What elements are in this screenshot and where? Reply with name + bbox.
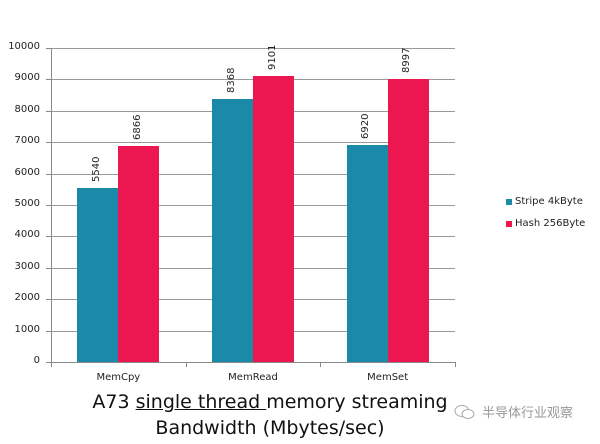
- watermark-text: 半导体行业观察: [482, 406, 574, 421]
- title-prefix: A73: [92, 391, 136, 413]
- y-tick-label: 4000: [14, 229, 40, 241]
- data-label: 8997: [401, 48, 413, 74]
- watermark: 半导体行业观察: [454, 402, 573, 421]
- y-tick-mark: [46, 79, 51, 81]
- y-tick-label: 0: [33, 355, 40, 366]
- y-tick-mark: [46, 110, 51, 112]
- bar-memcpy-hash: [118, 146, 160, 362]
- x-tick-mark: [51, 362, 52, 367]
- bar-memcpy-stripe: [77, 188, 119, 362]
- x-category-label: MemRead: [228, 372, 278, 383]
- y-tick-label: 7000: [14, 135, 40, 147]
- title-suffix: memory streaming: [266, 391, 448, 413]
- chart-title-line1: A73 single thread memory streaming: [60, 390, 480, 414]
- legend-label: Hash 256Byte: [515, 218, 586, 229]
- y-tick-label: 3000: [14, 260, 40, 272]
- x-tick-mark: [455, 362, 456, 367]
- bar-memset-stripe: [346, 144, 388, 362]
- y-tick-label: 8000: [14, 103, 40, 115]
- y-tick-mark: [46, 48, 51, 49]
- y-tick-mark: [46, 142, 51, 144]
- legend-item: Stripe 4kByte: [506, 196, 583, 207]
- bar-memread-hash: [253, 76, 294, 362]
- y-tick-label: 2000: [14, 292, 40, 304]
- y-tick-mark: [46, 267, 51, 269]
- chart-title-line2: Bandwidth (Mbytes/sec): [155, 417, 385, 439]
- gridline: [51, 48, 455, 49]
- x-axis: [51, 362, 455, 363]
- legend-label: Stripe 4kByte: [515, 196, 583, 207]
- y-tick-label: 1000: [14, 323, 40, 335]
- data-label: 5540: [90, 156, 102, 183]
- x-category-label: MemSet: [367, 372, 409, 383]
- y-tick-label: 10000: [8, 41, 40, 52]
- y-tick-mark: [46, 299, 51, 301]
- y-axis: [51, 48, 52, 363]
- y-tick-label: 9000: [14, 72, 40, 84]
- data-label: 6920: [360, 113, 372, 139]
- y-tick-mark: [46, 330, 51, 332]
- data-label: 6866: [131, 114, 143, 141]
- y-tick-label: 5000: [14, 198, 40, 209]
- data-label: 8368: [225, 67, 237, 94]
- bar-memset-hash: [387, 79, 429, 362]
- x-tick-mark: [320, 362, 322, 367]
- bar-memread-stripe: [212, 99, 253, 362]
- wechat-icon: [454, 404, 475, 419]
- x-category-label: MemCpy: [96, 372, 141, 383]
- title-underlined: single thread: [135, 391, 267, 413]
- legend-item: Hash 256Byte: [506, 218, 585, 229]
- legend-swatch: [506, 220, 512, 227]
- x-tick-mark: [185, 362, 187, 367]
- y-tick-mark: [46, 173, 51, 175]
- y-tick-mark: [46, 205, 51, 206]
- legend-swatch: [506, 198, 512, 205]
- y-tick-mark: [46, 236, 51, 238]
- y-tick-label: 6000: [14, 166, 40, 178]
- data-label: 9101: [266, 44, 278, 71]
- y-tick-mark: [46, 362, 51, 363]
